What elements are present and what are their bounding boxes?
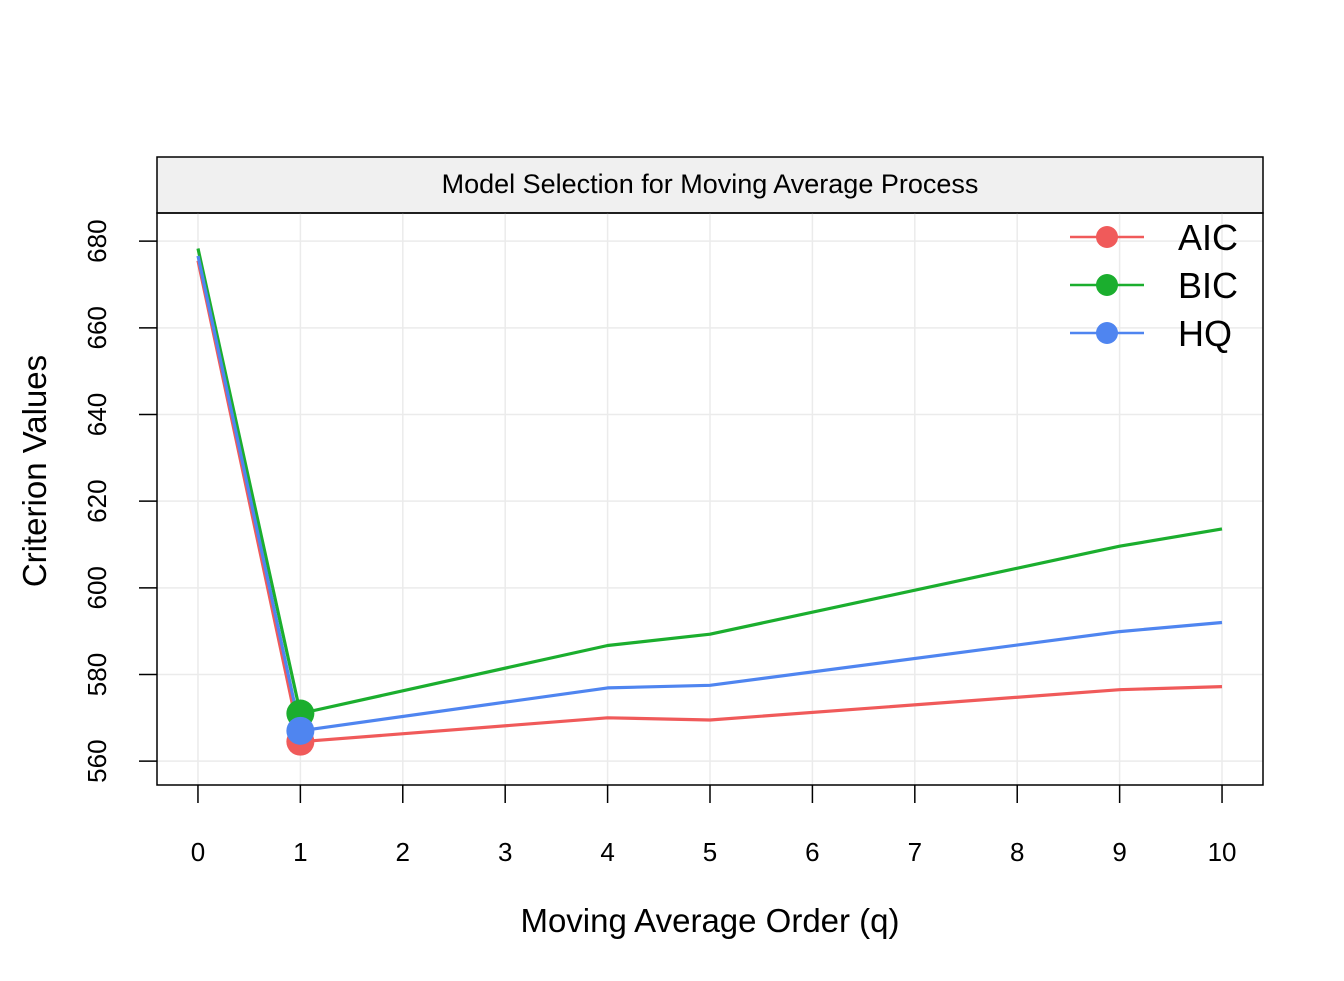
x-tick-label: 2 xyxy=(396,837,410,867)
x-axis-title: Moving Average Order (q) xyxy=(520,902,899,939)
series-line-aic xyxy=(196,260,1223,744)
x-tick-label: 6 xyxy=(805,837,819,867)
x-tick-label: 8 xyxy=(1010,837,1024,867)
series-line-hq xyxy=(196,255,1223,733)
strip-header xyxy=(156,156,1264,214)
series-layer xyxy=(196,248,1223,756)
legend-marker-aic xyxy=(1096,226,1118,248)
y-axis: 560 580 600 620 640 660 680 xyxy=(82,219,157,783)
y-tick-label: 560 xyxy=(82,739,112,782)
x-tick-label: 7 xyxy=(908,837,922,867)
legend-label-aic: AIC xyxy=(1178,217,1238,258)
y-tick-label: 580 xyxy=(82,653,112,696)
legend-label-hq: HQ xyxy=(1178,313,1232,354)
x-tick-label: 1 xyxy=(293,837,307,867)
y-tick-label: 680 xyxy=(82,219,112,262)
y-axis-title: Criterion Values xyxy=(16,355,53,587)
y-tick-label: 660 xyxy=(82,306,112,349)
x-tick-label: 10 xyxy=(1208,837,1237,867)
x-tick-label: 4 xyxy=(600,837,614,867)
grid xyxy=(157,213,1263,785)
min-point-hq xyxy=(286,716,315,745)
y-tick-label: 620 xyxy=(82,479,112,522)
chart-title: Model Selection for Moving Average Proce… xyxy=(442,169,979,199)
x-tick-label: 9 xyxy=(1112,837,1126,867)
series-line-bic xyxy=(196,248,1223,716)
legend-marker-hq xyxy=(1096,322,1118,344)
x-tick-label: 0 xyxy=(191,837,205,867)
x-tick-label: 3 xyxy=(498,837,512,867)
y-tick-label: 600 xyxy=(82,566,112,609)
y-tick-label: 640 xyxy=(82,393,112,436)
x-axis: 0 1 2 3 4 5 6 7 8 9 10 xyxy=(191,785,1237,867)
legend-label-bic: BIC xyxy=(1178,265,1238,306)
legend-marker-bic xyxy=(1096,274,1118,296)
legend: AIC BIC HQ xyxy=(1070,217,1238,354)
x-tick-label: 5 xyxy=(703,837,717,867)
